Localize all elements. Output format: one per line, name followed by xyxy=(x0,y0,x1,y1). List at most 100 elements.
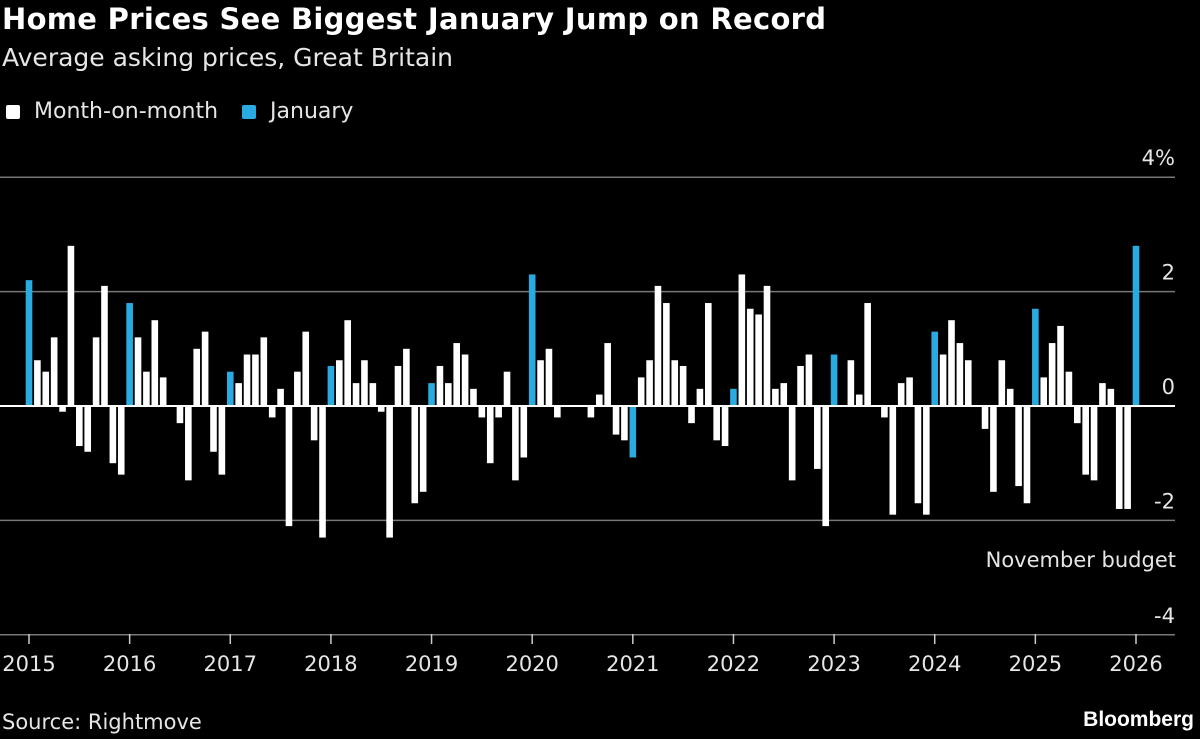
bar-month xyxy=(814,406,821,469)
bar-month xyxy=(604,343,611,406)
bar-month xyxy=(587,406,595,418)
legend-item-january: January xyxy=(242,99,353,124)
bar-month xyxy=(780,383,788,406)
y-tick-label: -2 xyxy=(1154,489,1175,513)
bar-january xyxy=(830,354,838,406)
bar-month xyxy=(461,354,469,406)
x-tick-label: 2021 xyxy=(606,652,659,676)
bar-month xyxy=(344,320,351,406)
bar-month xyxy=(948,320,955,406)
x-tick-label: 2015 xyxy=(2,652,55,676)
bar-month xyxy=(855,394,863,406)
bloomberg-logo: Bloomberg xyxy=(1083,708,1194,731)
bar-month xyxy=(847,360,855,406)
bar-month xyxy=(1107,388,1115,406)
bar-month xyxy=(897,383,905,406)
bar-month xyxy=(998,360,1006,406)
bar-month xyxy=(688,406,695,424)
bar-month xyxy=(352,383,360,406)
bar-month xyxy=(84,406,92,452)
legend-label: January xyxy=(270,99,354,124)
bar-month xyxy=(260,337,268,406)
bar-month xyxy=(939,354,947,406)
bar-month xyxy=(252,354,259,406)
bar-january xyxy=(528,274,536,406)
bar-month xyxy=(193,348,201,406)
bar-month xyxy=(1082,406,1089,475)
bar-month xyxy=(185,406,192,481)
bar-month xyxy=(67,245,75,406)
bar-month xyxy=(201,331,209,406)
bar-month xyxy=(34,360,41,406)
bar-month xyxy=(285,406,293,527)
bar-month xyxy=(478,406,486,418)
bar-month xyxy=(235,383,242,406)
y-tick-label: 0 xyxy=(1162,375,1175,399)
bar-month xyxy=(772,388,779,406)
bar-month xyxy=(159,377,167,406)
bar-month xyxy=(50,337,58,406)
bar-month xyxy=(59,406,66,412)
bar-month xyxy=(746,308,754,406)
bar-month xyxy=(210,406,217,452)
bar-month xyxy=(377,406,385,412)
bar-month xyxy=(797,365,804,406)
bar-month xyxy=(486,406,494,464)
x-tick-label: 2022 xyxy=(707,652,760,676)
bar-month xyxy=(268,406,276,418)
legend-label: Month-on-month xyxy=(34,99,219,124)
x-tick-label: 2017 xyxy=(204,652,257,676)
x-tick-label: 2026 xyxy=(1109,652,1162,676)
bar-month xyxy=(696,388,704,406)
x-tick-label: 2016 xyxy=(103,652,156,676)
bar-month xyxy=(545,348,553,406)
y-tick-label: -4 xyxy=(1154,604,1175,628)
x-tick-label: 2018 xyxy=(304,652,357,676)
bar-january xyxy=(126,303,133,406)
x-tick-label: 2024 xyxy=(908,652,961,676)
x-tick-label: 2019 xyxy=(405,652,458,676)
bar-january xyxy=(730,388,737,406)
bar-month xyxy=(1115,406,1123,509)
legend: Month-on-month January xyxy=(6,99,353,124)
bar-january xyxy=(931,331,939,406)
bar-month xyxy=(981,406,989,429)
bar-month xyxy=(42,371,50,406)
bar-month xyxy=(671,360,679,406)
bar-january xyxy=(629,406,637,458)
bar-january xyxy=(226,371,234,406)
bar-month xyxy=(956,343,964,406)
bar-month xyxy=(704,303,712,406)
bar-month xyxy=(663,303,670,406)
bar-month xyxy=(1048,343,1056,406)
bar-month xyxy=(889,406,897,515)
bar-month xyxy=(369,383,377,406)
bar-month xyxy=(403,348,410,406)
bar-month xyxy=(151,320,159,406)
bar-month xyxy=(1073,406,1081,424)
x-tick-label: 2020 xyxy=(505,652,558,676)
bar-month xyxy=(537,360,544,406)
bar-month xyxy=(738,274,746,406)
bar-month xyxy=(612,406,620,435)
bar-month xyxy=(1023,406,1031,504)
bar-month xyxy=(990,406,997,492)
bar-month xyxy=(495,406,502,418)
bar-january xyxy=(327,365,335,406)
legend-item-month-on-month: Month-on-month xyxy=(6,99,218,124)
bar-month xyxy=(117,406,125,475)
bar-month xyxy=(503,371,511,406)
bar-month xyxy=(76,406,83,447)
bar-month xyxy=(419,406,427,492)
bar-month xyxy=(864,303,871,406)
bar-month xyxy=(923,406,930,515)
bar-month xyxy=(218,406,226,475)
x-tick-label: 2023 xyxy=(807,652,860,676)
bar-month xyxy=(1124,406,1131,509)
bar-month xyxy=(1057,325,1064,406)
bar-month xyxy=(964,360,972,406)
bar-month xyxy=(92,337,100,406)
bar-month xyxy=(302,331,310,406)
bar-month xyxy=(637,377,645,406)
